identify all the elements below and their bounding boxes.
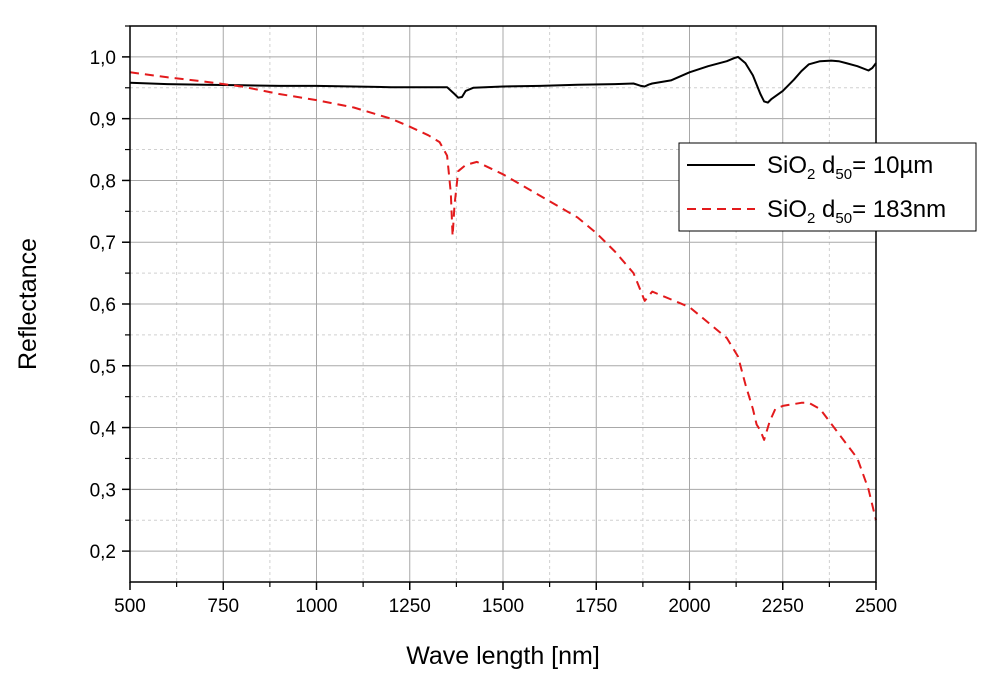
y-tick-label: 0,4 (90, 419, 117, 440)
y-tick-label: 1,0 (90, 48, 116, 69)
y-tick-label: 0,6 (90, 295, 116, 316)
y-axis-title: Reflectance (14, 238, 42, 370)
legend: SiO2 d50= 10µm SiO2 d50= 183nm (678, 142, 977, 232)
x-tick-labels: 500 750 1000 1250 1500 1750 2000 2250 2500 (114, 596, 897, 617)
x-tick-label: 1500 (482, 596, 524, 617)
y-tick-label: 0,2 (90, 542, 116, 563)
legend-label-series-1: SiO2 d50= 10µm (767, 152, 933, 183)
x-tick-label: 2000 (668, 596, 710, 617)
legend-label-series-2: SiO2 d50= 183nm (767, 196, 946, 227)
axis-ticks (122, 25, 877, 590)
major-grid (129, 26, 877, 582)
y-tick-label: 0,5 (90, 357, 116, 378)
x-axis-title: Wave length [nm] (406, 642, 600, 670)
x-tick-label: 1000 (295, 596, 337, 617)
series-line-2 (129, 71, 877, 521)
x-tick-label: 1750 (575, 596, 617, 617)
y-tick-label: 0,8 (90, 171, 116, 192)
x-tick-label: 2500 (855, 596, 897, 617)
series-layer (129, 55, 877, 521)
y-tick-labels: 0,2 0,3 0,4 0,5 0,6 0,7 0,8 0,9 1,0 (90, 48, 117, 563)
y-tick-label: 0,9 (90, 110, 116, 131)
legend-box (678, 142, 977, 232)
y-tick-label: 0,7 (90, 233, 116, 254)
x-tick-label: 2250 (762, 596, 804, 617)
x-tick-label: 500 (114, 596, 146, 617)
y-tick-label: 0,3 (90, 480, 116, 501)
x-tick-label: 1250 (389, 596, 431, 617)
series-line-1 (129, 55, 877, 104)
x-tick-label: 750 (207, 596, 239, 617)
